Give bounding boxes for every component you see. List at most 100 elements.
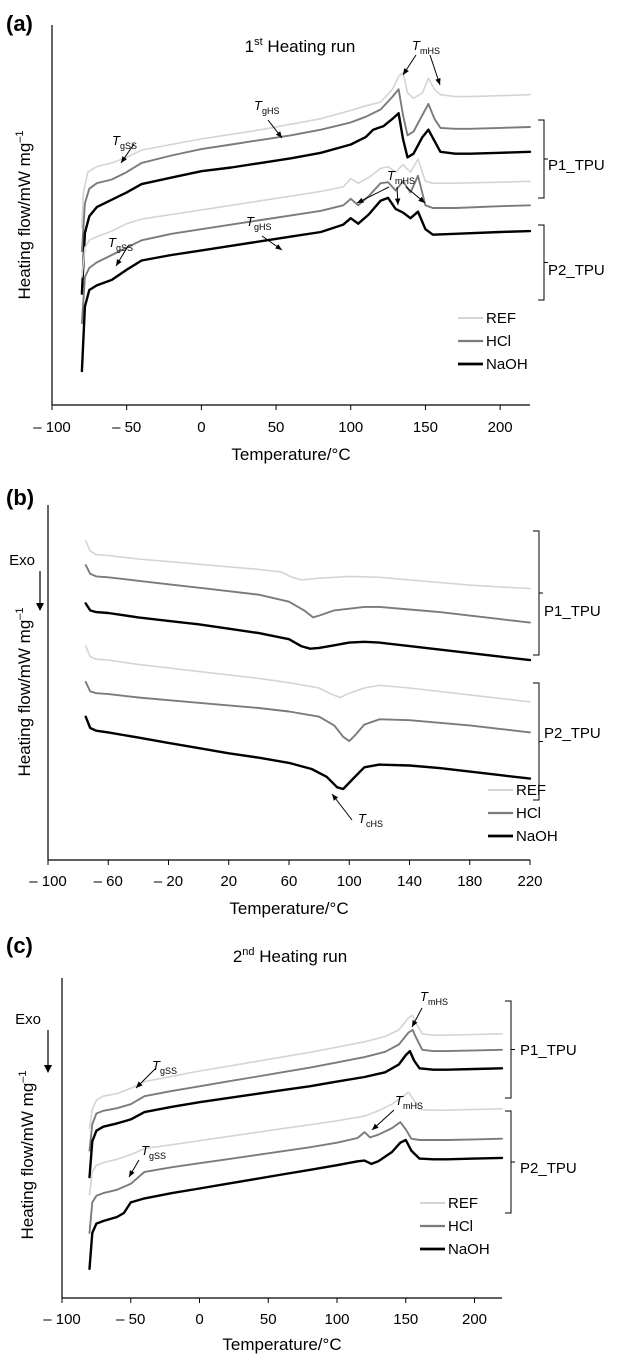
x-tick-label: 0 <box>195 1311 203 1328</box>
y-axis-label: Heating flow/mW mg–1 <box>14 607 34 776</box>
x-tick-label: – 60 <box>94 873 123 890</box>
y-axis-label: Heating flow/mW mg–1 <box>14 130 34 299</box>
annotation-main: T <box>254 98 263 113</box>
title-superscript: st <box>254 36 263 48</box>
annotation-subscript: mHS <box>395 176 415 186</box>
annotation-main: T <box>412 38 421 53</box>
annotation-subscript: gHS <box>262 106 280 116</box>
x-tick-label: – 100 <box>43 1311 81 1328</box>
annotation-subscript: mHS <box>403 1101 423 1111</box>
panel-a-chart: (a) 1st Heating run – 100 – 50 0 50 100 150 200 T… <box>6 11 605 464</box>
annotation-subscript: cHS <box>366 819 383 829</box>
group-label-2: P2_TPU <box>520 1160 577 1177</box>
annotation-subscript: gSS <box>149 1151 166 1161</box>
group-label-2: P2_TPU <box>544 725 601 742</box>
annotation-arrow-head <box>275 244 282 250</box>
annotation-arrow-head <box>412 1020 418 1027</box>
x-tick-label: – 100 <box>33 419 71 436</box>
x-tick-label: 50 <box>260 1311 277 1328</box>
series-line-ref-p2-tpu <box>81 158 531 278</box>
y-axis-label-text: Heating flow/mW mg <box>18 1083 37 1240</box>
x-tick-label: 100 <box>324 1311 349 1328</box>
annotation-arrow-head <box>435 78 441 85</box>
series-line-hcl-p1-tpu <box>88 1028 503 1152</box>
series-line-hcl-p2-tpu <box>84 680 531 743</box>
annotation-subscript: gSS <box>160 1066 177 1076</box>
x-tick-label: – 50 <box>112 419 141 436</box>
series-line-ref-p1-tpu <box>84 539 531 590</box>
annotation-arrow-head <box>136 1081 143 1088</box>
legend-label-naoh: NaOH <box>486 356 528 373</box>
group-bracket <box>505 1110 512 1214</box>
title-number: 2 <box>233 947 242 966</box>
title-superscript: nd <box>242 946 254 958</box>
group-label-1: P1_TPU <box>544 603 601 620</box>
exo-label: Exo <box>15 1011 41 1028</box>
group-bracket <box>538 119 545 199</box>
annotation-label: TmHS <box>387 168 415 186</box>
series-line-ref-p1-tpu <box>81 71 531 229</box>
x-axis-label: Temperature/°C <box>229 899 348 918</box>
annotation-label: TcHS <box>358 811 383 829</box>
annotation-label: TmHS <box>420 989 448 1007</box>
exo-arrow-head <box>44 1065 52 1073</box>
x-tick-label: 0 <box>197 419 205 436</box>
annotation-label: TmHS <box>412 38 440 56</box>
x-tick-label: 100 <box>338 419 363 436</box>
series-line-ref-p2-tpu <box>88 1091 503 1196</box>
chart-title: 2nd Heating run <box>233 946 347 966</box>
annotation-arrow-head <box>121 156 127 163</box>
group-label-1: P1_TPU <box>548 157 605 174</box>
panel-b-chart: (b) – 100 – 60 – 20 20 60 100 140 180 220 Temperat… <box>6 485 601 918</box>
annotation-label: TgSS <box>152 1058 177 1076</box>
y-axis-label: Heating flow/mW mg–1 <box>17 1070 37 1239</box>
x-tick-label: 150 <box>413 419 438 436</box>
annotation-label: TgHS <box>246 214 271 232</box>
annotation-arrow-head <box>332 794 339 801</box>
panel-letter: (a) <box>6 11 33 36</box>
x-tick-label: 20 <box>220 873 237 890</box>
annotation-label: TgSS <box>112 133 137 151</box>
series-line-hcl-p2-tpu <box>80 174 531 325</box>
x-tick-label: 180 <box>457 873 482 890</box>
series-line-ref-p1-tpu <box>88 1014 503 1129</box>
annotation-arrow-head <box>357 197 364 203</box>
annotation-label: TgSS <box>108 235 133 253</box>
legend-label-hcl: HCl <box>516 805 541 822</box>
group-bracket <box>505 1000 512 1099</box>
annotation-main: T <box>395 1093 404 1108</box>
annotation-main: T <box>152 1058 161 1073</box>
group-bracket <box>538 224 545 301</box>
panel-letter: (c) <box>6 933 33 958</box>
x-tick-label: 140 <box>397 873 422 890</box>
x-tick-label: 220 <box>517 873 542 890</box>
annotation-main: T <box>141 1143 150 1158</box>
series-line-naoh-p2-tpu <box>84 715 532 791</box>
annotation-main: T <box>246 214 255 229</box>
y-axis-label-text: Heating flow/mW mg <box>15 143 34 300</box>
group-label-2: P2_TPU <box>548 262 605 279</box>
legend-label-hcl: HCl <box>448 1218 473 1235</box>
group-bracket <box>533 530 540 656</box>
series-line-naoh-p1-tpu <box>88 1049 504 1179</box>
title-text: Heating run <box>255 947 348 966</box>
annotation-subscript: gSS <box>116 243 133 253</box>
annotation-main: T <box>387 168 396 183</box>
y-axis-label-text: Heating flow/mW mg <box>15 620 34 777</box>
exo-arrow-head <box>36 603 44 611</box>
series-line-hcl-p1-tpu <box>80 88 531 253</box>
annotation-main: T <box>420 989 429 1004</box>
annotation-arrow-head <box>275 131 282 138</box>
legend-label-naoh: NaOH <box>516 828 558 845</box>
title-text: Heating run <box>263 37 356 56</box>
annotation-subscript: mHS <box>420 46 440 56</box>
legend-label-ref: REF <box>448 1195 478 1212</box>
chart-title: 1st Heating run <box>245 36 356 56</box>
annotation-label: TgSS <box>141 1143 166 1161</box>
legend-label-ref: REF <box>486 310 516 327</box>
legend-label-naoh: NaOH <box>448 1241 490 1258</box>
x-tick-label: – 20 <box>154 873 183 890</box>
series-line-naoh-p1-tpu <box>80 112 532 295</box>
annotation-subscript: gSS <box>120 141 137 151</box>
annotation-arrow-head <box>372 1123 379 1130</box>
